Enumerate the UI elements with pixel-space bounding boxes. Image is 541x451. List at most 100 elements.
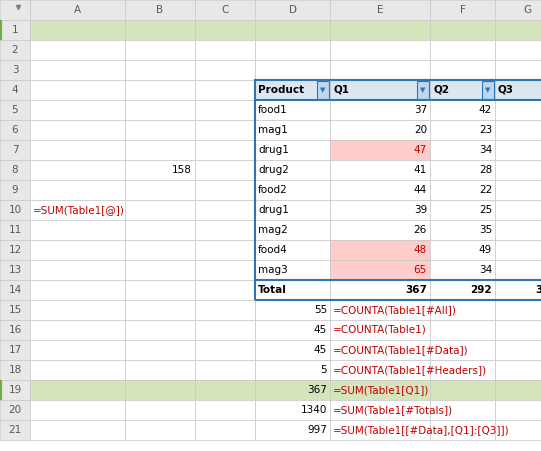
- Bar: [330, 140, 430, 160]
- Bar: [495, 300, 541, 320]
- Text: 292: 292: [470, 285, 492, 295]
- Bar: [125, 240, 195, 260]
- Text: =COUNTA(Table1[#Headers]): =COUNTA(Table1[#Headers]): [333, 365, 487, 375]
- Text: 367: 367: [307, 385, 327, 395]
- Bar: [255, 400, 330, 420]
- Bar: [195, 0, 255, 20]
- Bar: [0, 300, 30, 320]
- Bar: [0, 200, 30, 220]
- Bar: [125, 220, 195, 240]
- Bar: [330, 320, 430, 340]
- Text: ▼: ▼: [320, 87, 326, 93]
- Bar: [125, 120, 195, 140]
- Bar: [0, 180, 30, 200]
- Bar: [495, 260, 541, 280]
- Bar: [30, 40, 125, 60]
- Bar: [30, 220, 125, 240]
- Text: =COUNTA(Table1[#Data]): =COUNTA(Table1[#Data]): [333, 345, 469, 355]
- Text: 5: 5: [12, 105, 18, 115]
- Bar: [255, 100, 330, 120]
- Bar: [495, 180, 541, 200]
- Bar: [255, 200, 330, 220]
- Text: 20: 20: [9, 405, 22, 415]
- Bar: [495, 380, 541, 400]
- Text: Total: Total: [258, 285, 287, 295]
- Bar: [125, 420, 195, 440]
- Bar: [30, 300, 125, 320]
- Bar: [495, 360, 541, 380]
- Bar: [430, 180, 495, 200]
- Bar: [30, 180, 125, 200]
- Bar: [255, 340, 330, 360]
- Bar: [255, 300, 330, 320]
- Bar: [125, 360, 195, 380]
- Bar: [30, 260, 125, 280]
- Bar: [330, 300, 430, 320]
- Text: 17: 17: [8, 345, 22, 355]
- Bar: [125, 200, 195, 220]
- Text: Q3: Q3: [498, 85, 514, 95]
- Bar: [495, 340, 541, 360]
- Text: 16: 16: [8, 325, 22, 335]
- Bar: [430, 260, 495, 280]
- Bar: [495, 20, 541, 40]
- Text: 4: 4: [12, 85, 18, 95]
- Bar: [330, 400, 430, 420]
- Bar: [125, 340, 195, 360]
- Bar: [125, 20, 195, 40]
- Bar: [330, 20, 430, 40]
- Text: 6: 6: [12, 125, 18, 135]
- Text: 65: 65: [414, 265, 427, 275]
- Bar: [482, 81, 494, 99]
- Bar: [195, 260, 255, 280]
- Bar: [0, 40, 30, 60]
- Bar: [0, 420, 30, 440]
- Bar: [330, 200, 430, 220]
- Text: 158: 158: [172, 165, 192, 175]
- Bar: [417, 81, 429, 99]
- Bar: [430, 0, 495, 20]
- Bar: [0, 340, 30, 360]
- Text: mag2: mag2: [258, 225, 288, 235]
- Bar: [430, 400, 495, 420]
- Bar: [30, 280, 125, 300]
- Bar: [430, 360, 495, 380]
- Text: 22: 22: [479, 185, 492, 195]
- Text: 44: 44: [414, 185, 427, 195]
- Bar: [0, 120, 30, 140]
- Bar: [330, 280, 430, 300]
- Bar: [125, 380, 195, 400]
- Bar: [495, 40, 541, 60]
- Bar: [195, 400, 255, 420]
- Text: 3: 3: [12, 65, 18, 75]
- Bar: [255, 40, 330, 60]
- Text: 41: 41: [414, 165, 427, 175]
- Text: Product: Product: [258, 85, 304, 95]
- Bar: [195, 280, 255, 300]
- Text: 5: 5: [320, 365, 327, 375]
- Bar: [495, 420, 541, 440]
- Bar: [330, 80, 430, 100]
- Text: 10: 10: [9, 205, 22, 215]
- Bar: [125, 180, 195, 200]
- Text: food1: food1: [258, 105, 288, 115]
- Bar: [317, 81, 329, 99]
- Text: 39: 39: [414, 205, 427, 215]
- Text: food2: food2: [258, 185, 288, 195]
- Text: 23: 23: [479, 125, 492, 135]
- Text: 45: 45: [314, 345, 327, 355]
- Bar: [195, 60, 255, 80]
- Bar: [430, 200, 495, 220]
- Bar: [0, 240, 30, 260]
- Text: 35: 35: [479, 225, 492, 235]
- Text: mag1: mag1: [258, 125, 288, 135]
- Bar: [495, 200, 541, 220]
- Text: A: A: [74, 5, 81, 15]
- Text: 8: 8: [12, 165, 18, 175]
- Text: E: E: [377, 5, 383, 15]
- Text: B: B: [156, 5, 163, 15]
- Bar: [0, 380, 30, 400]
- Text: 9: 9: [12, 185, 18, 195]
- Bar: [430, 240, 495, 260]
- Bar: [195, 140, 255, 160]
